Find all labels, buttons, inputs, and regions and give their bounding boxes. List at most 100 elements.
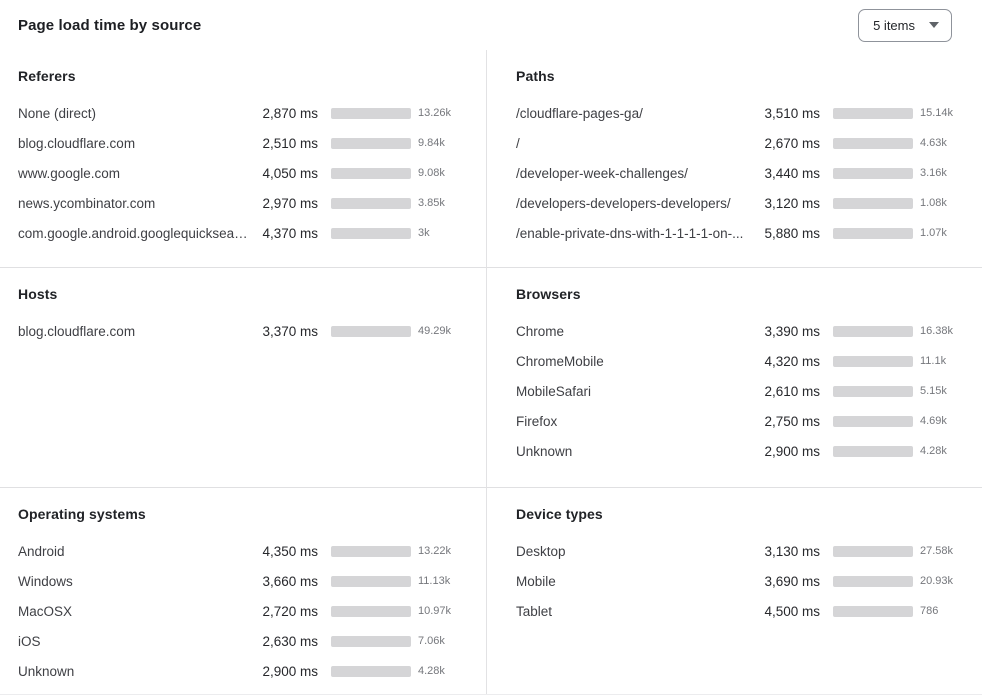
panels-grid: Referers None (direct) 2,870 ms 13.26k blog… [0,50,982,695]
row-count: 9.84k [418,137,445,149]
row-ms-value: 2,870 ms [262,105,318,121]
panel-rows: Chrome 3,390 ms 16.38k ChromeMobile 4,320 ms… [516,316,972,466]
row-label: Desktop [516,543,566,559]
items-count-select[interactable]: 5 items [858,8,952,42]
row-ms-value: 4,350 ms [262,543,318,559]
row-ms-value: 2,900 ms [262,663,318,679]
metric-row[interactable]: www.google.com 4,050 ms 9.08k [18,158,470,188]
metric-row[interactable]: Chrome 3,390 ms 16.38k [516,316,972,346]
bar-track [331,605,411,617]
bar-track [833,167,913,179]
row-label: com.google.android.googlequicksearc... [18,225,248,241]
metric-row[interactable]: Tablet 4,500 ms 786 [516,596,972,626]
panel-device-types: Device types Desktop 3,130 ms 27.58k Mobile… [486,487,982,694]
bar-track [331,325,411,337]
row-ms-value: 3,370 ms [262,323,318,339]
row-ms-value: 5,880 ms [764,225,820,241]
row-label: MobileSafari [516,383,592,399]
row-ms-value: 2,510 ms [262,135,318,151]
bar-track [833,575,913,587]
row-label: blog.cloudflare.com [18,135,136,151]
metric-row[interactable]: Firefox 2,750 ms 4.69k [516,406,972,436]
row-count: 16.38k [920,325,954,337]
row-label: Tablet [516,603,553,619]
metric-row[interactable]: blog.cloudflare.com 2,510 ms 9.84k [18,128,470,158]
chevron-down-icon [929,22,939,28]
bar-track [331,137,411,149]
items-count-value: 5 items [873,17,915,33]
panel-operating-systems: Operating systems Android 4,350 ms 13.22k W… [0,487,486,694]
metric-row[interactable]: Mobile 3,690 ms 20.93k [516,566,972,596]
row-count: 4.63k [920,137,947,149]
metric-row[interactable]: MacOSX 2,720 ms 10.97k [18,596,470,626]
row-ms-value: 3,440 ms [764,165,820,181]
row-label: www.google.com [18,165,121,181]
metric-row[interactable]: Android 4,350 ms 13.22k [18,536,470,566]
panel-paths: Paths /cloudflare-pages-ga/3,510 ms 15.14… [486,50,982,267]
metric-row[interactable]: /enable-private-dns-with-1-1-1-1-on-... 5… [516,218,972,248]
bar-track [331,227,411,239]
metric-row[interactable]: /developer-week-challenges/3,440 ms 3.16k [516,158,972,188]
metric-row[interactable]: com.google.android.googlequicksearc... 4,… [18,218,470,248]
row-count: 13.26k [418,107,452,119]
row-ms-value: 3,130 ms [764,543,820,559]
bar-track [833,227,913,239]
metric-row[interactable]: blog.cloudflare.com 3,370 ms 49.29k [18,316,470,346]
row-count: 786 [920,605,939,617]
row-label: MacOSX [18,603,73,619]
metric-row[interactable]: None (direct) 2,870 ms 13.26k [18,98,470,128]
row-label: Android [18,543,65,559]
row-label: /developer-week-challenges/ [516,165,688,181]
bar-track [833,137,913,149]
bar-track [331,575,411,587]
bar-track [833,415,913,427]
page-title: Page load time by source [18,16,202,34]
metric-row[interactable]: Unknown 2,900 ms 4.28k [18,656,470,686]
row-ms-value: 2,900 ms [764,443,820,459]
metric-row[interactable]: news.ycombinator.com 2,970 ms 3.85k [18,188,470,218]
row-count: 9.08k [418,167,445,179]
panel-referers: Referers None (direct) 2,870 ms 13.26k blog… [0,50,486,267]
row-label: None (direct) [18,105,97,121]
metric-row[interactable]: Desktop 3,130 ms 27.58k [516,536,972,566]
bar-track [833,197,913,209]
bar-track [331,107,411,119]
row-label: /cloudflare-pages-ga/ [516,105,643,121]
panel-hosts: Hosts blog.cloudflare.com 3,370 ms 49.29k [0,267,486,487]
bar-track [833,445,913,457]
row-label: Unknown [516,443,573,459]
metric-row[interactable]: ChromeMobile 4,320 ms 11.1k [516,346,972,376]
row-count: 15.14k [920,107,954,119]
row-count: 3k [418,227,430,239]
panel-title: Operating systems [18,506,146,522]
row-ms-value: 2,670 ms [764,135,820,151]
metric-row[interactable]: /developers-developers-developers/3,120 … [516,188,972,218]
row-ms-value: 2,750 ms [764,413,820,429]
row-count: 11.13k [418,575,451,587]
row-count: 10.97k [418,605,452,617]
metric-row[interactable]: Unknown 2,900 ms 4.28k [516,436,972,466]
panel-rows: /cloudflare-pages-ga/3,510 ms 15.14k / 2,67… [516,98,972,248]
metric-row[interactable]: / 2,670 ms 4.63k [516,128,972,158]
row-ms-value: 4,500 ms [764,603,820,619]
panel-rows: blog.cloudflare.com 3,370 ms 49.29k [18,316,470,346]
panel-browsers: Browsers Chrome 3,390 ms 16.38k ChromeMobil… [486,267,982,487]
row-count: 1.08k [920,197,947,209]
metric-row[interactable]: iOS 2,630 ms 7.06k [18,626,470,656]
panel-rows: None (direct) 2,870 ms 13.26k blog.cloudfla… [18,98,470,248]
row-count: 4.28k [418,665,445,677]
metric-row[interactable]: Windows 3,660 ms 11.13k [18,566,470,596]
row-count: 20.93k [920,575,954,587]
metric-row[interactable]: /cloudflare-pages-ga/3,510 ms 15.14k [516,98,972,128]
row-count: 1.07k [920,227,947,239]
row-ms-value: 2,630 ms [262,633,318,649]
bar-track [833,545,913,557]
row-label: Mobile [516,573,556,589]
row-ms-value: 3,120 ms [764,195,820,211]
row-count: 3.85k [418,197,445,209]
row-label: /enable-private-dns-with-1-1-1-1-on-... [516,225,744,241]
metric-row[interactable]: MobileSafari 2,610 ms 5.15k [516,376,972,406]
row-ms-value: 3,660 ms [262,573,318,589]
bar-track [833,385,913,397]
